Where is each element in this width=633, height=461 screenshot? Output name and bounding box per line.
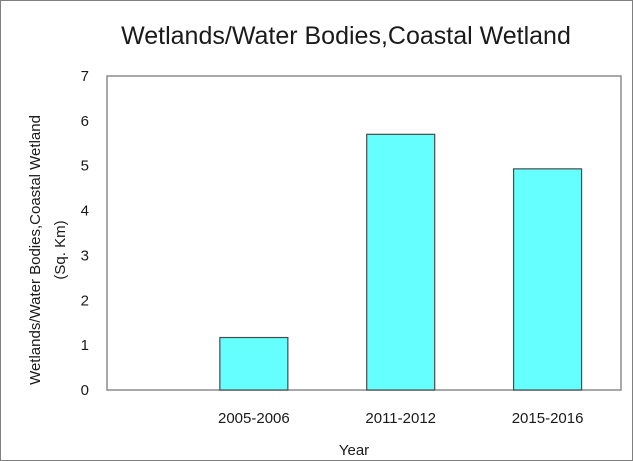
y-tick-label: 3 — [81, 247, 89, 264]
y-tick-label: 0 — [81, 382, 89, 399]
x-axis-label: Year — [339, 442, 369, 459]
y-axis-label-line1: Wetlands/Water Bodies,Coastal Wetland — [27, 115, 44, 385]
bar-2015-2016 — [512, 168, 583, 391]
y-tick-label: 5 — [81, 158, 89, 175]
x-tick-label: 2005-2006 — [218, 410, 290, 427]
bar-2011-2012 — [366, 133, 436, 391]
y-tick-label: 1 — [81, 337, 89, 354]
y-tick-label: 7 — [81, 68, 89, 85]
chart-title: Wetlands/Water Bodies,Coastal Wetland — [121, 22, 571, 50]
y-axis-label-line2: (Sq. Km) — [52, 220, 69, 279]
bar-2005-2006 — [219, 336, 289, 391]
x-tick-label: 2015-2016 — [512, 410, 584, 427]
y-tick-label: 2 — [81, 292, 89, 309]
y-tick-label: 4 — [81, 203, 89, 220]
x-tick-label: 2011-2012 — [365, 410, 436, 427]
y-tick-label: 6 — [81, 113, 89, 130]
